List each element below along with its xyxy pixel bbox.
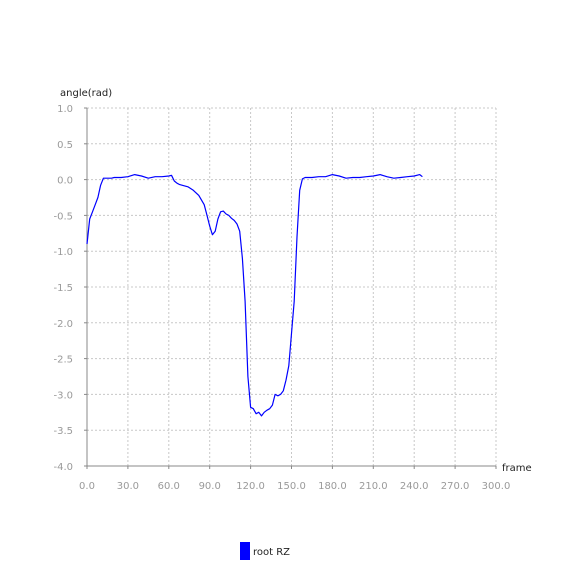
legend: root RZ xyxy=(240,542,290,560)
x-axis-title: frame xyxy=(502,463,532,474)
y-tick-label: -2.5 xyxy=(53,355,73,366)
legend-label: root RZ xyxy=(253,547,290,558)
legend-swatch xyxy=(240,542,250,560)
y-tick-label: 0.0 xyxy=(57,176,73,187)
x-tick-label: 120.0 xyxy=(236,481,265,492)
x-tick-label: 30.0 xyxy=(117,481,139,492)
y-tick-label: -4.0 xyxy=(53,462,73,473)
x-tick-label: 300.0 xyxy=(482,481,511,492)
y-tick-label: -2.0 xyxy=(53,319,73,330)
x-tick-label: 180.0 xyxy=(318,481,347,492)
x-tick-label: 90.0 xyxy=(199,481,221,492)
y-tick-labels: 1.0 0.5 0.0 -0.5 -1.0 -1.5 -2.0 -2.5 -3.0 -3.5 -4.… xyxy=(53,104,87,473)
x-tick-labels: 0.0 30.0 60.0 90.0 120.0 150.0 180.0 210.0 240.0… xyxy=(79,466,510,492)
y-tick-label: -1.0 xyxy=(53,247,73,258)
x-tick-label: 60.0 xyxy=(158,481,180,492)
y-tick-label: 0.5 xyxy=(57,140,73,151)
y-tick-label: 1.0 xyxy=(57,104,73,115)
series-line-root-rz xyxy=(86,174,423,417)
grid xyxy=(87,107,497,466)
x-tick-label: 150.0 xyxy=(277,481,306,492)
x-tick-label: 210.0 xyxy=(359,481,388,492)
y-tick-label: -3.5 xyxy=(53,426,73,437)
y-tick-label: -3.0 xyxy=(53,390,73,401)
y-tick-label: -0.5 xyxy=(53,211,73,222)
x-tick-label: 270.0 xyxy=(441,481,470,492)
x-tick-label: 0.0 xyxy=(79,481,95,492)
y-axis-title: angle(rad) xyxy=(60,88,112,99)
series-layer xyxy=(86,174,423,417)
y-tick-label: -1.5 xyxy=(53,283,73,294)
x-tick-label: 240.0 xyxy=(400,481,429,492)
